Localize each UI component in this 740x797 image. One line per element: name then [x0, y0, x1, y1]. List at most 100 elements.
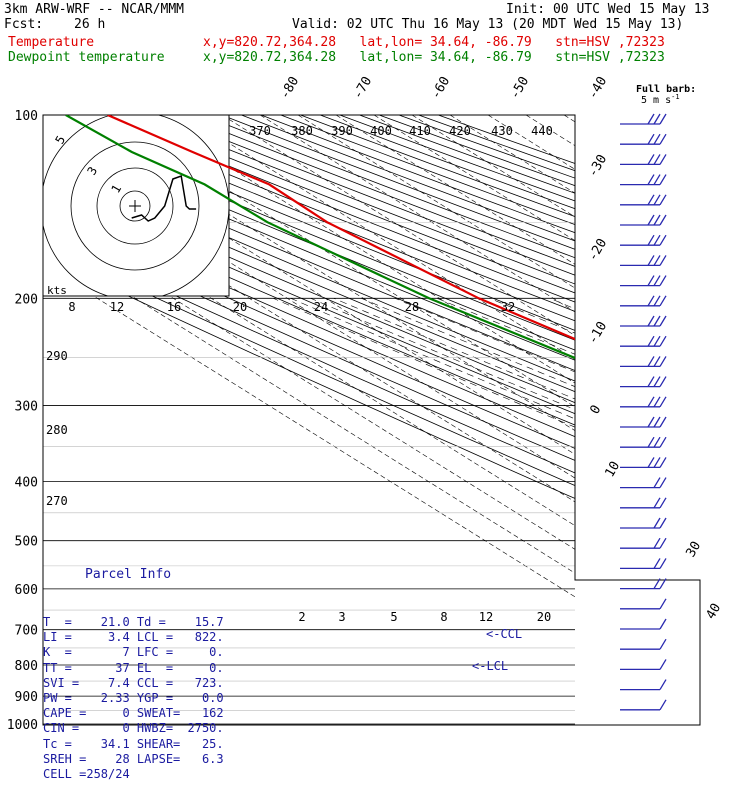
- moist-adiabat-line: [607, 298, 740, 724]
- isotherm-line: [336, 115, 740, 724]
- wind-barb: [620, 457, 666, 467]
- wind-barb: [620, 175, 666, 185]
- dry-adiabat-line: [202, 115, 740, 737]
- wind-barb: [620, 397, 666, 407]
- mixing-ratio-label: 5: [390, 610, 397, 624]
- moist-adiabat-line: [490, 298, 740, 724]
- hodo-bottom-label: 24: [314, 300, 328, 314]
- wind-barb: [620, 538, 666, 548]
- pressure-tick-label: 600: [15, 583, 38, 598]
- hodo-kts-label: kts: [47, 284, 67, 297]
- wind-barb: [620, 134, 666, 144]
- hodo-top-label: 410: [409, 124, 431, 138]
- wind-barb: [620, 639, 666, 649]
- mixing-ratio-label: 20: [537, 610, 551, 624]
- isotherm-label: 10: [602, 459, 623, 480]
- dry-adiabat-line: [379, 115, 740, 737]
- parcel-info-row: CAPE = 0 SWEAT= 162: [43, 706, 231, 721]
- wind-barb: [620, 417, 666, 427]
- wind-barb: [620, 377, 666, 387]
- ccl-marker: <-CCL: [486, 627, 522, 641]
- dry-adiabat-line: [182, 115, 740, 737]
- moist-adiabat-line: [550, 298, 740, 724]
- parcel-info-row: CELL =258/24: [43, 767, 231, 782]
- dry-adiabat-line: [163, 115, 740, 737]
- dry-adiabat-line: [222, 115, 740, 737]
- isotherm-label: -60: [428, 74, 453, 102]
- isotherm-label: -80: [277, 74, 302, 102]
- isotherm-label: -20: [585, 236, 610, 264]
- wind-barb: [620, 215, 666, 225]
- mixing-ratio-label: 3: [338, 610, 345, 624]
- moist-adiabat-line: [291, 298, 740, 724]
- hodo-bottom-label: 20: [233, 300, 247, 314]
- wind-barb: [620, 700, 666, 710]
- mixing-ratio-label: 12: [479, 610, 493, 624]
- parcel-info-row: CIN = 0 HWBZ= 2750.: [43, 721, 231, 736]
- hodo-top-label: 380: [291, 124, 313, 138]
- dry-adiabat-line: [438, 115, 740, 737]
- svg-text:5 m s-1: 5 m s-1: [641, 93, 680, 106]
- isotherm-label: -70: [350, 74, 375, 102]
- pressure-tick-label: 500: [15, 535, 38, 550]
- isotherm-line: [146, 115, 740, 724]
- hodo-bottom-label: 8: [68, 300, 75, 314]
- hodo-top-label: 370: [249, 124, 271, 138]
- wind-barb: [620, 276, 666, 286]
- hodo-top-label: 440: [531, 124, 553, 138]
- moist-adiabat-line: [395, 298, 740, 724]
- wind-barb: [620, 478, 666, 488]
- parcel-info-row: SVI = 7.4 CCL = 723.: [43, 676, 231, 691]
- dry-adiabat-line: [301, 115, 740, 737]
- pressure-tick-label: 300: [15, 400, 38, 415]
- wind-barb: [620, 356, 666, 366]
- wind-barb: [620, 336, 666, 346]
- dry-adiabat-line: [143, 115, 740, 737]
- mixing-ratio-label: 2: [298, 610, 305, 624]
- wind-barb: [620, 659, 666, 669]
- dry-adiabat-line: [261, 115, 740, 737]
- barb-scale-label: Full barb:: [636, 84, 696, 95]
- hodo-top-label: 400: [370, 124, 392, 138]
- wind-barb: [620, 437, 666, 447]
- dry-adiabat-line: [281, 115, 740, 737]
- pressure-tick-label: 900: [15, 690, 38, 705]
- theta-label: 290: [46, 349, 68, 363]
- pressure-tick-label: 200: [15, 292, 38, 307]
- isotherm-label: 40: [703, 601, 724, 622]
- wind-barb: [620, 498, 666, 508]
- barb-scale-unit: 5 m s: [641, 95, 671, 106]
- pressure-tick-label: 100: [15, 109, 38, 124]
- wind-barb: [620, 195, 666, 205]
- parcel-info-row: TT = 37 EL = 0.: [43, 661, 231, 676]
- parcel-info-row: PW = 2.33 YGP = 0.0: [43, 691, 231, 706]
- pressure-tick-label: 400: [15, 476, 38, 491]
- isotherm-line: [412, 115, 740, 724]
- parcel-info-title: Parcel Info: [43, 567, 231, 582]
- wind-barb: [620, 255, 666, 265]
- isotherm-line: [374, 115, 740, 724]
- dry-adiabat-line: [241, 115, 740, 737]
- hodo-bottom-label: 16: [167, 300, 181, 314]
- isotherm-label: -40: [585, 74, 610, 102]
- pressure-tick-label: 800: [15, 659, 38, 674]
- wind-barb: [620, 235, 666, 245]
- wind-barb: [620, 619, 666, 629]
- theta-label: 270: [46, 494, 68, 508]
- pressure-tick-label: 1000: [7, 718, 38, 733]
- hodo-bottom-label: 32: [501, 300, 515, 314]
- hodo-top-label: 430: [491, 124, 513, 138]
- hodo-bottom-label: 28: [405, 300, 419, 314]
- isotherm-line: [602, 115, 740, 724]
- hodo-top-label: 420: [449, 124, 471, 138]
- parcel-info-row: LI = 3.4 LCL = 822.: [43, 630, 231, 645]
- lcl-marker: <-LCL: [472, 659, 508, 673]
- wind-barb: [620, 316, 666, 326]
- pressure-tick-label: 700: [15, 624, 38, 639]
- isotherm-label: 30: [683, 539, 704, 560]
- isotherm-label: -10: [585, 319, 610, 347]
- wind-barb: [620, 296, 666, 306]
- theta-label: 280: [46, 423, 68, 437]
- moist-adiabat-line: [334, 298, 740, 724]
